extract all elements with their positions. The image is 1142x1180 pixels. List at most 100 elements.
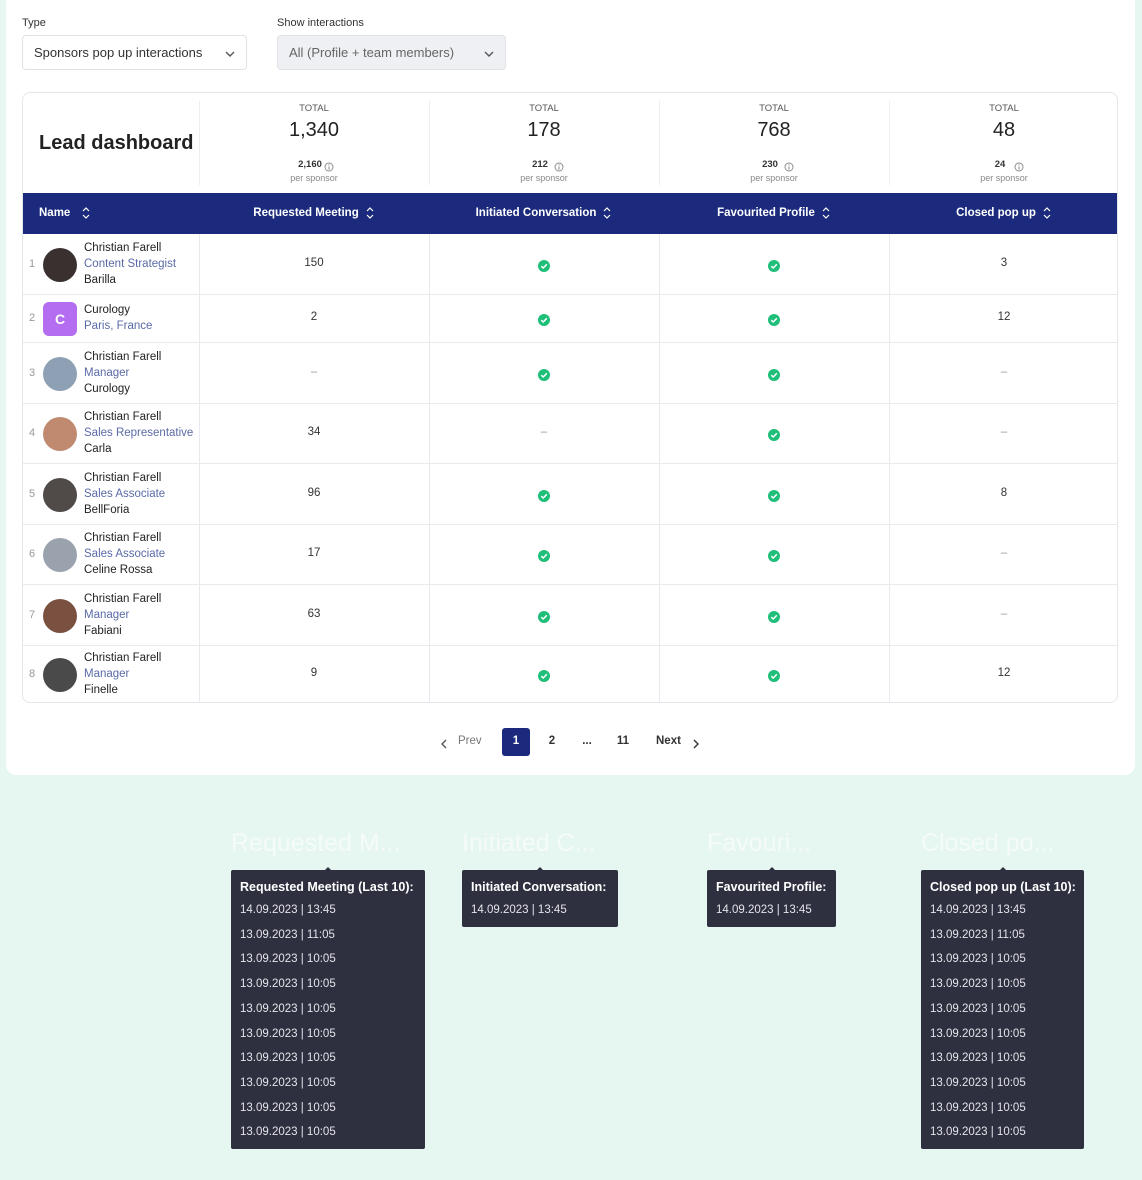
- row-name: Christian Farell: [84, 592, 162, 605]
- page-label: 1: [512, 735, 520, 747]
- tooltip-item: 13.09.2023 | 10:05: [930, 1002, 1026, 1015]
- cell-value: 17: [307, 547, 321, 559]
- check-icon: [768, 610, 780, 628]
- tooltip-item: 13.09.2023 | 10:05: [930, 953, 1026, 966]
- check-icon-svg: [768, 368, 780, 381]
- per-sponsor-value: 24: [994, 159, 1006, 170]
- cell-value: 9: [310, 667, 318, 679]
- row-company: Curology: [84, 382, 131, 395]
- row-name: Christian Farell: [84, 411, 162, 423]
- tooltip: Closed pop up (Last 10): 14.09.2023 | 13:…: [921, 870, 1084, 1149]
- dropdown-value: All (Profile + team members): [289, 45, 455, 60]
- row-subtitle: Paris, France: [84, 320, 153, 332]
- cell-value: 2: [310, 311, 318, 323]
- tooltip-item: 14.09.2023 | 13:45: [930, 904, 1026, 916]
- row-company: Fabiani: [84, 624, 122, 637]
- tooltip-item: 13.09.2023 | 11:05: [930, 928, 1025, 941]
- sort-icon: [81, 206, 91, 225]
- tooltip-item: 13.09.2023 | 10:05: [240, 1027, 336, 1040]
- check-icon-svg: [768, 550, 780, 562]
- avatar: C: [43, 302, 77, 336]
- tooltip-arrow: [320, 862, 336, 880]
- cell-value: –: [1000, 426, 1008, 438]
- total-value: 48: [992, 119, 1016, 141]
- check-icon-svg: [538, 670, 550, 682]
- tooltip-item: 13.09.2023 | 10:05: [240, 1126, 336, 1139]
- column-header[interactable]: Name: [39, 207, 71, 219]
- tooltip-item: 13.09.2023 | 10:05: [240, 1101, 336, 1114]
- check-icon-svg: [538, 610, 550, 623]
- tooltip-item: 13.09.2023 | 10:05: [240, 978, 336, 991]
- faded-header: Favouri...: [707, 829, 812, 857]
- row-subtitle: Sales Associate: [84, 487, 166, 500]
- check-icon-svg: [538, 489, 550, 502]
- info-icon-svg: [554, 162, 564, 172]
- tooltip-item: 13.09.2023 | 10:05: [240, 953, 336, 966]
- row-index: 5: [29, 487, 36, 500]
- sort-icon: [821, 206, 831, 225]
- row-index: 2: [29, 312, 36, 324]
- page-button[interactable]: 1: [502, 728, 530, 756]
- row-name: Curology: [84, 304, 131, 316]
- tooltip-item: 13.09.2023 | 11:05: [240, 928, 335, 941]
- row-subtitle: Manager: [84, 366, 130, 379]
- tooltip-item: 13.09.2023 | 10:05: [930, 1052, 1026, 1065]
- page-label: 2: [548, 735, 556, 747]
- page-button[interactable]: 11: [609, 728, 637, 756]
- page-label: 11: [616, 735, 630, 747]
- row-company: Barilla: [84, 273, 116, 286]
- column-header[interactable]: Initiated Conversation: [475, 207, 597, 219]
- cell-value: 12: [997, 667, 1011, 679]
- row-company: Carla: [84, 443, 112, 455]
- faded-header: Closed po...: [921, 829, 1055, 857]
- info-icon: [554, 159, 564, 177]
- dropdown[interactable]: All (Profile + team members): [277, 35, 506, 70]
- info-icon-svg: [784, 162, 794, 172]
- dropdown-chevron-svg: [225, 51, 235, 57]
- tooltip: Favourited Profile: 14.09.2023 | 13:45: [707, 870, 836, 927]
- dropdown[interactable]: Sponsors pop up interactions: [22, 35, 247, 70]
- column-header[interactable]: Favourited Profile: [717, 207, 815, 219]
- page-button[interactable]: 2: [538, 728, 566, 756]
- sort-icon: [1042, 206, 1052, 225]
- divider: [889, 101, 890, 185]
- total-label: TOTAL: [529, 103, 559, 114]
- avatar: [43, 598, 77, 633]
- tooltip: Initiated Conversation: 14.09.2023 | 13:4…: [462, 870, 618, 927]
- cell-value: –: [1000, 607, 1008, 620]
- column-header[interactable]: Closed pop up: [956, 207, 1036, 219]
- tooltip-arrow-svg: [763, 867, 780, 875]
- tooltip-item: 14.09.2023 | 13:45: [471, 904, 567, 916]
- cell-value: 34: [307, 426, 321, 438]
- row-subtitle: Sales Representative: [84, 427, 194, 439]
- tooltip-title: Closed pop up (Last 10):: [930, 880, 1076, 894]
- total-value: 768: [757, 119, 791, 141]
- info-icon-svg: [324, 162, 334, 172]
- row-index: 8: [29, 668, 36, 680]
- column-header-wrap: Closed pop up: [889, 206, 1117, 225]
- per-sponsor-label: per sponsor: [980, 173, 1028, 183]
- info-icon: [1014, 159, 1024, 177]
- column-divider: [889, 234, 890, 702]
- tooltip-item: 14.09.2023 | 13:45: [240, 904, 336, 916]
- tooltip-item: 13.09.2023 | 10:05: [240, 1052, 336, 1065]
- cell-value: 3: [1000, 256, 1008, 269]
- column-header-wrap: Initiated Conversation: [429, 207, 659, 225]
- sort-icon-svg: [822, 207, 830, 219]
- page-button[interactable]: ...: [573, 728, 601, 756]
- row-name: Christian Farell: [84, 532, 162, 544]
- cell-value: 63: [307, 607, 321, 620]
- avatar: [43, 658, 77, 692]
- dashboard: Lead dashboard TOTAL 1,340 2,160 per sponsor…: [22, 92, 1118, 703]
- row-border: [23, 584, 1117, 585]
- row-name: Christian Farell: [84, 241, 162, 254]
- column-header[interactable]: Requested Meeting: [253, 207, 359, 219]
- per-sponsor-value: 230: [762, 159, 778, 170]
- tooltip-title: Initiated Conversation:: [471, 880, 607, 894]
- cell-value: 150: [304, 256, 324, 269]
- info-icon-svg: [1014, 162, 1024, 172]
- cell-value: 8: [1000, 486, 1008, 499]
- check-icon-svg: [768, 489, 780, 502]
- per-sponsor-value: 2,160: [298, 159, 322, 170]
